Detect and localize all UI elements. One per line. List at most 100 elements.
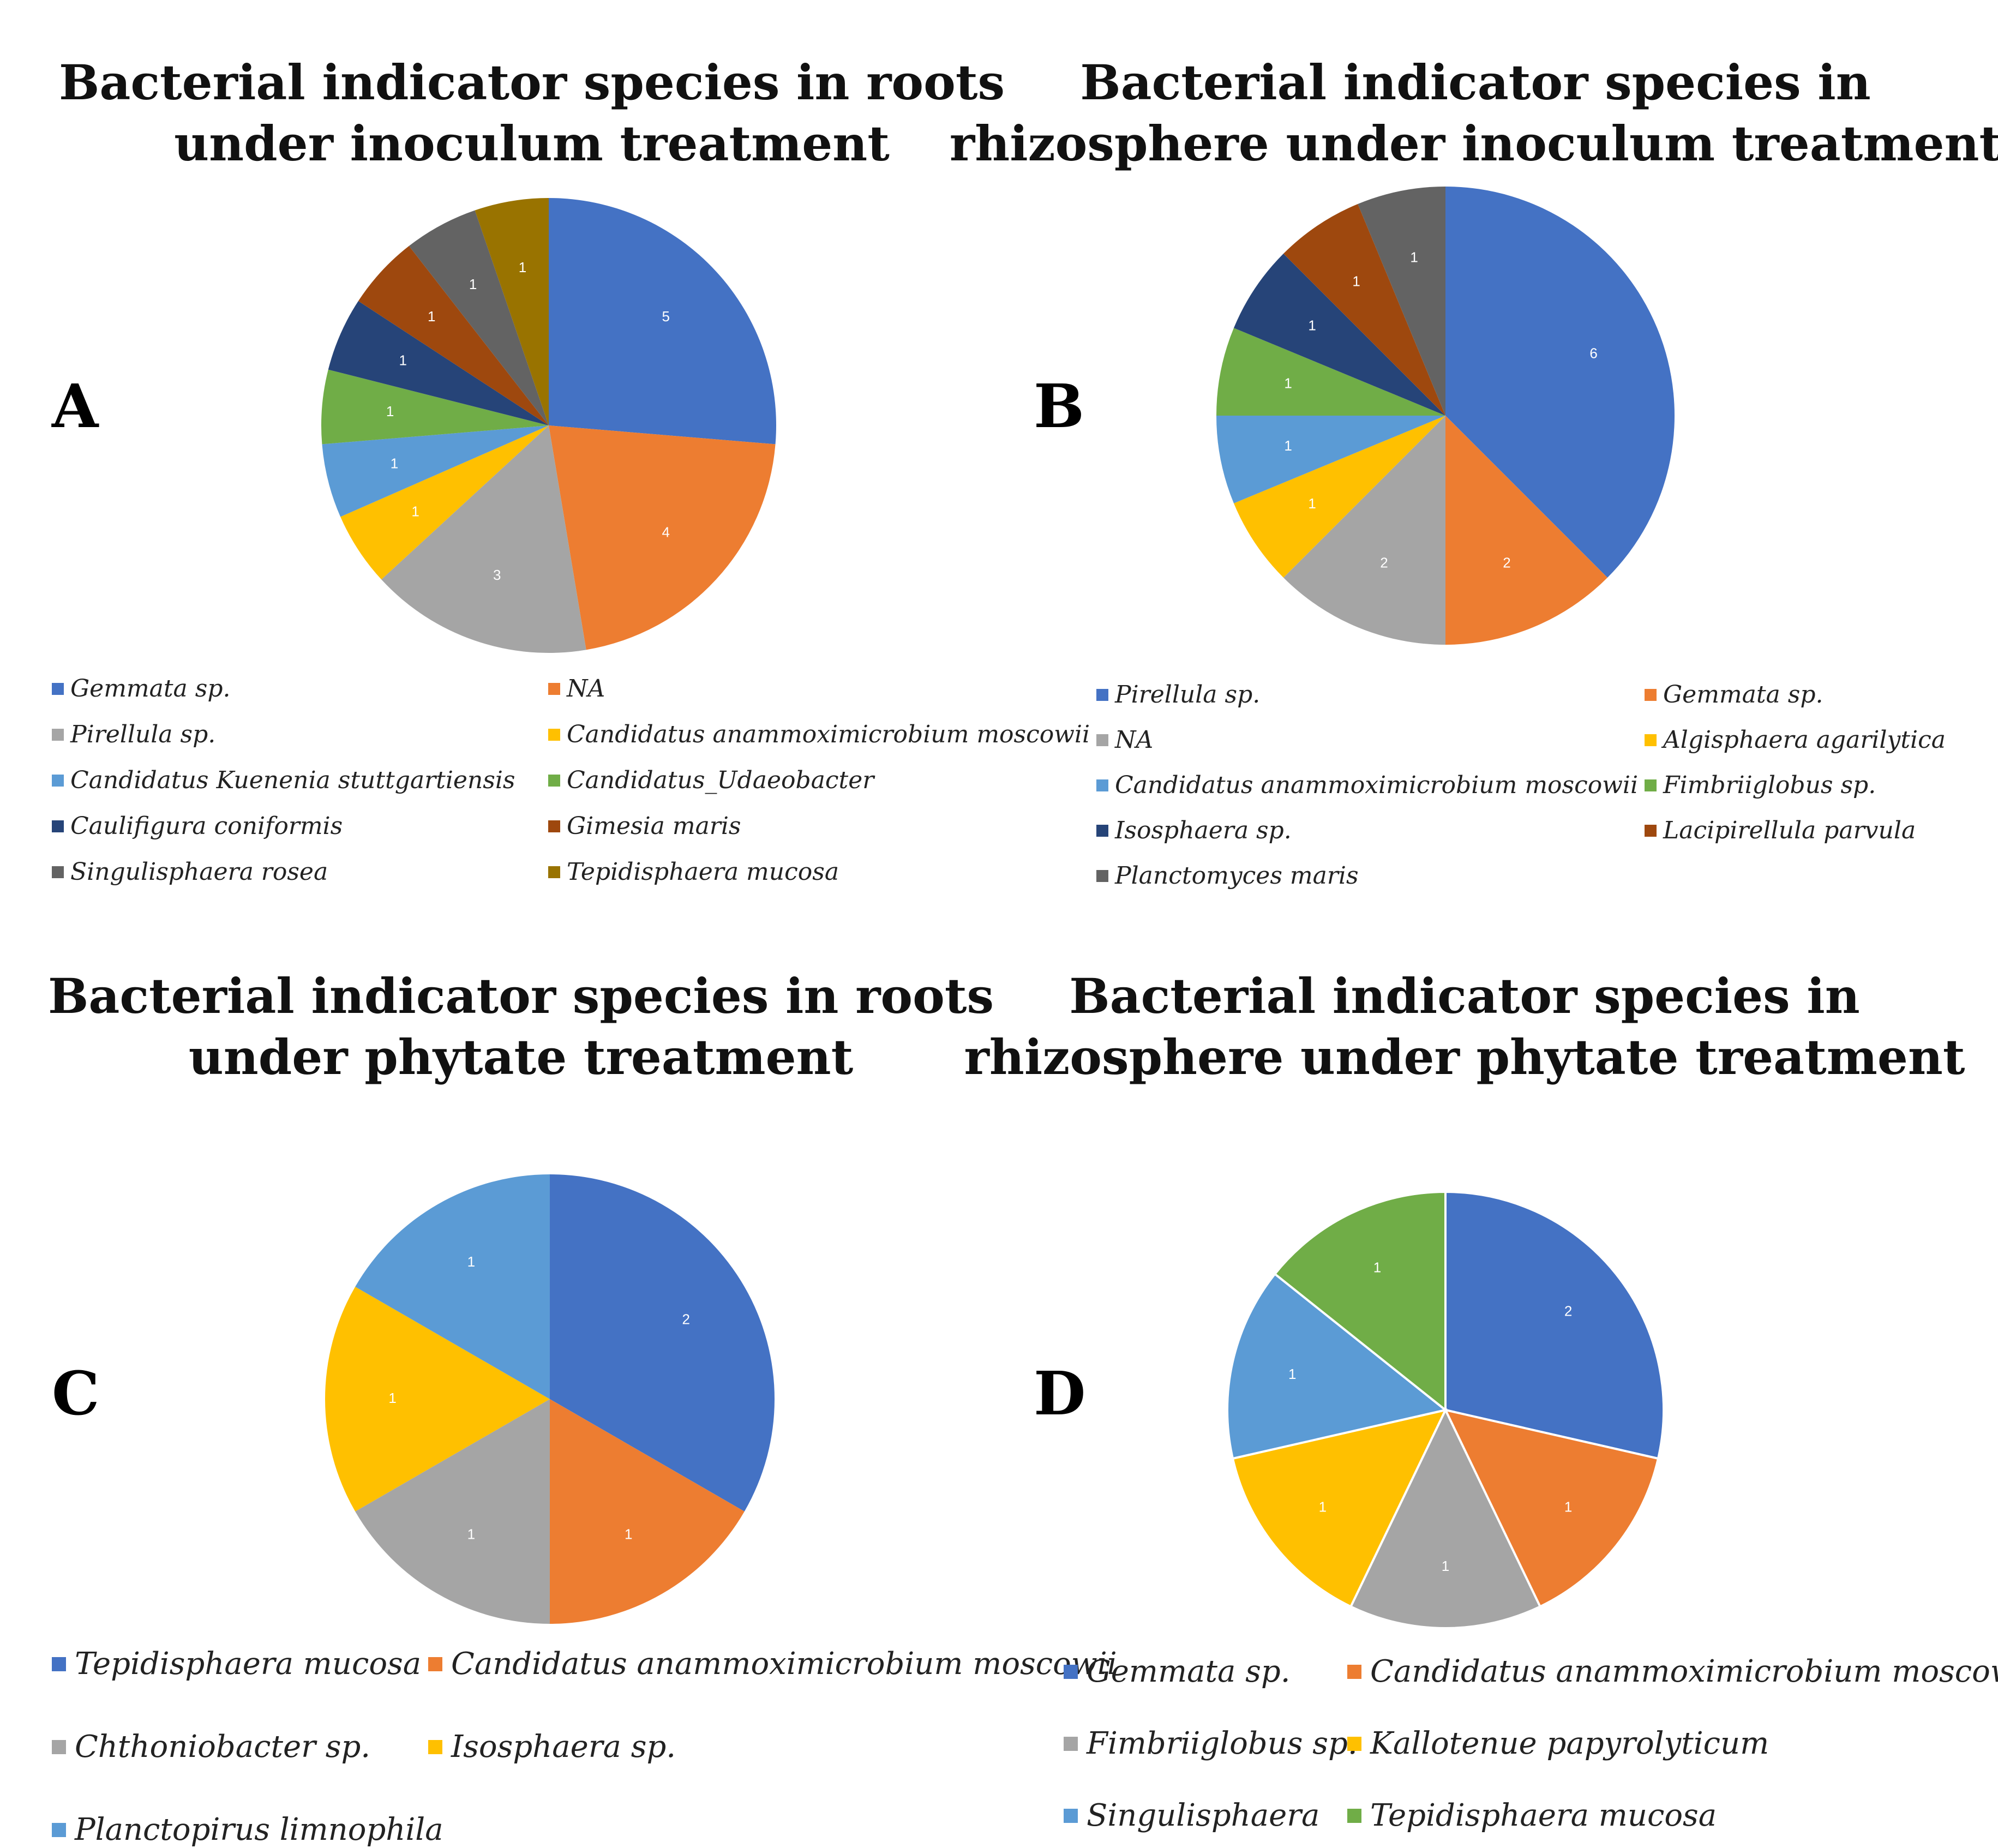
pie-slice-candidatus-udaeobacter <box>321 369 549 445</box>
chart-title-line-1: Bacterial indicator species in <box>1080 54 1871 111</box>
legend-label: Gemmata sp. <box>70 675 231 703</box>
pie-slice-pirellula-sp <box>381 425 586 653</box>
data-label-fimbriiglobus-sp: 1 <box>1284 375 1292 392</box>
panel-letter: C <box>52 1358 100 1429</box>
legend-label: Candidatus anammoximicrobium moscowii <box>567 721 1090 748</box>
data-label-tepidisphaera-mucosa: 1 <box>1373 1259 1381 1275</box>
chart-title: Bacterial indicator species in roots und… <box>0 52 1064 174</box>
pie-slice-candidatus-anammoximicrobium-moscowii <box>1443 1408 1660 1609</box>
legend-label: Isosphaera sp. <box>451 1729 676 1765</box>
legend-swatch <box>1064 1664 1078 1679</box>
legend-label: Pirellula sp. <box>1115 681 1261 709</box>
pie-slice-caulifigura-coniformis <box>328 301 549 425</box>
legend-label: NA <box>1115 726 1154 754</box>
chart-title-line-2: rhizosphere under inoculum treatment <box>949 115 1998 172</box>
legend-item-candidatus-udaeobacter: Candidatus_Udaeobacter <box>548 766 874 794</box>
pie-slice-chthoniobacter-sp <box>355 1399 550 1624</box>
legend-swatch <box>548 774 560 787</box>
legend-swatch <box>1096 779 1108 791</box>
chart-title: Bacterial indicator species in roots und… <box>0 965 1042 1088</box>
pie-slice-fimbriiglobus-sp <box>1349 1407 1542 1630</box>
pie-slice-candidatus-kuenenia-stuttgartiensis <box>322 425 549 517</box>
legend-label: Planctomyces maris <box>1115 862 1359 890</box>
pie-slice-gemmata-sp <box>1445 416 1607 645</box>
legend-swatch <box>548 728 560 741</box>
legend-label: Candidatus anammoximicrobium moscowii <box>451 1646 1117 1682</box>
data-label-planctopirus-limnophila: 1 <box>467 1253 475 1270</box>
legend-item-fimbriiglobus-sp: Fimbriiglobus sp. <box>1645 771 1876 799</box>
data-label-kallotenue-papyrolyticum: 1 <box>1319 1498 1327 1515</box>
pie-slice-gemmata-sp <box>549 198 776 445</box>
data-label-na: 2 <box>1380 554 1388 571</box>
legend-item-candidatus-anammoximicrobium-moscowii: Candidatus anammoximicrobium moscowii <box>1347 1654 1998 1689</box>
legend-label: Algisphaera agarilytica <box>1663 726 1946 754</box>
data-label-algisphaera-agarilytica: 1 <box>1308 495 1316 512</box>
pie-slice-kallotenue-papyrolyticum <box>1231 1408 1448 1609</box>
legend-label: Candidatus Kuenenia stuttgartiensis <box>70 766 515 794</box>
legend-item-gemmata-sp: Gemmata sp. <box>1645 681 1823 709</box>
data-label-candidatus-anammoximicrobium-moscowii: 1 <box>625 1526 632 1543</box>
panel-letter: B <box>1034 371 1084 441</box>
data-label-tepidisphaera-mucosa: 2 <box>682 1311 690 1328</box>
legend-swatch <box>52 774 64 787</box>
data-label-chthoniobacter-sp: 1 <box>467 1526 475 1543</box>
legend-label: Gimesia maris <box>567 812 741 840</box>
legend-item-kallotenue-papyrolyticum: Kallotenue papyrolyticum <box>1347 1726 1769 1761</box>
chart-title-line-2: rhizosphere under phytate treatment <box>964 1029 1965 1085</box>
legend-label: Fimbriiglobus sp. <box>1663 771 1876 799</box>
legend-swatch <box>1645 734 1657 746</box>
legend-item-gemmata-sp: Gemmata sp. <box>1064 1654 1291 1689</box>
legend-item-tepidisphaera-mucosa: Tepidisphaera mucosa <box>52 1646 421 1682</box>
legend-swatch <box>428 1739 442 1754</box>
legend-item-singulisphaera-rosea: Singulisphaera rosea <box>52 858 328 886</box>
legend-swatch <box>52 728 64 741</box>
legend-label: Chthoniobacter sp. <box>75 1729 371 1765</box>
legend-item-gimesia-maris: Gimesia maris <box>548 812 741 840</box>
pie-slice-algisphaera-agarilytica <box>1233 416 1445 578</box>
legend-label: Caulifigura coniformis <box>70 812 343 840</box>
pie-slice-singulisphaera <box>1226 1272 1448 1460</box>
legend-swatch <box>1064 1736 1078 1751</box>
legend-swatch <box>1096 869 1108 882</box>
legend-swatch <box>548 866 560 878</box>
legend-item-lacipirellula-parvula: Lacipirellula parvula <box>1645 817 1916 844</box>
legend-item-pirellula-sp: Pirellula sp. <box>52 721 215 748</box>
data-label-singulisphaera: 1 <box>1288 1366 1296 1382</box>
pie-slice-gimesia-maris <box>358 245 549 425</box>
pie-slice-candidatus-anammoximicrobium-moscowii <box>1216 416 1445 503</box>
pie-slice-pirellula-sp <box>1445 187 1675 578</box>
legend-swatch <box>1347 1808 1361 1823</box>
data-label-fimbriiglobus-sp: 1 <box>1442 1558 1449 1574</box>
chart-title-line-1: Bacterial indicator species in roots <box>47 968 994 1024</box>
data-label-singulisphaera-rosea: 1 <box>469 276 477 292</box>
chart-title: Bacterial indicator species in rhizosphe… <box>944 52 1998 174</box>
legend-swatch <box>1096 824 1108 837</box>
data-label-planctomyces-maris: 1 <box>1410 249 1418 266</box>
legend-item-pirellula-sp: Pirellula sp. <box>1096 681 1260 709</box>
pie-slice-planctopirus-limnophila <box>355 1174 550 1399</box>
data-label-tepidisphaera-mucosa: 1 <box>519 259 526 275</box>
chart-title-line-2: under phytate treatment <box>188 1029 854 1085</box>
data-label-candidatus-anammoximicrobium-moscowii: 1 <box>1284 437 1292 454</box>
legend-item-planctopirus-limnophila: Planctopirus limnophila <box>52 1812 443 1847</box>
legend-label: Kallotenue papyrolyticum <box>1370 1726 1769 1761</box>
pie-slice-planctomyces-maris <box>1358 187 1445 416</box>
legend-label: Isosphaera sp. <box>1115 817 1292 844</box>
legend-label: Pirellula sp. <box>70 721 216 748</box>
data-label-lacipirellula-parvula: 1 <box>1352 273 1360 289</box>
legend-item-chthoniobacter-sp: Chthoniobacter sp. <box>52 1729 370 1765</box>
data-label-candidatus-kuenenia-stuttgartiensis: 1 <box>391 455 398 472</box>
legend-label: Tepidisphaera mucosa <box>567 858 839 886</box>
pie-slice-isosphaera-sp <box>325 1287 550 1511</box>
legend-label: Singulisphaera rosea <box>70 858 328 886</box>
legend-swatch <box>1347 1736 1361 1751</box>
legend-swatch <box>52 1657 66 1671</box>
legend-swatch <box>1347 1664 1361 1679</box>
legend-item-candidatus-anammoximicrobium-moscowii: Candidatus anammoximicrobium moscowii <box>428 1646 1117 1682</box>
data-label-na: 4 <box>662 524 670 541</box>
legend-item-fimbriiglobus-sp: Fimbriiglobus sp. <box>1064 1726 1358 1761</box>
legend-swatch <box>1064 1808 1078 1823</box>
panel-letter: A <box>52 371 99 441</box>
pie-slice-na <box>1283 416 1445 645</box>
pie-slice-singulisphaera-rosea <box>409 210 549 425</box>
